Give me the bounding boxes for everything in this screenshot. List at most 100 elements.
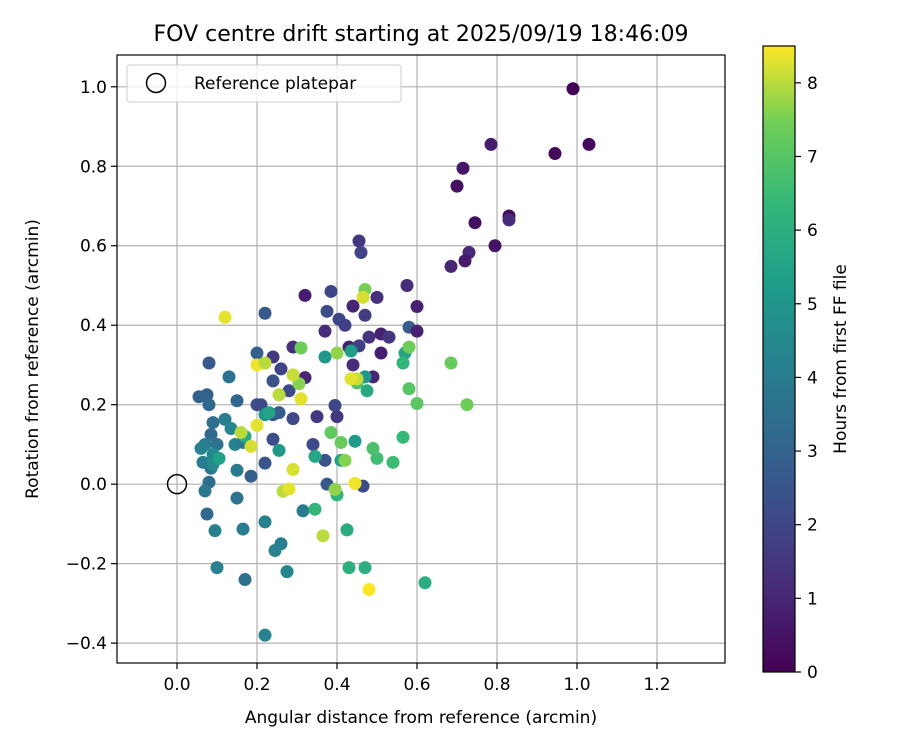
data-point xyxy=(210,561,224,575)
data-point xyxy=(212,451,226,465)
colorbar-tick-label: 8 xyxy=(807,74,818,94)
x-tick-label: 0.8 xyxy=(483,675,510,695)
data-point xyxy=(410,397,424,411)
data-point xyxy=(234,426,248,440)
legend-box xyxy=(126,64,402,103)
data-point xyxy=(356,290,370,304)
data-point xyxy=(316,529,330,543)
colorbar-label: Hours from first FF file xyxy=(831,264,851,454)
data-point xyxy=(334,435,348,449)
data-point xyxy=(382,330,396,344)
y-tick-label: 0.8 xyxy=(80,157,107,177)
colorbar xyxy=(762,45,796,673)
x-tick-label: 1.0 xyxy=(563,675,590,695)
data-point xyxy=(298,288,312,302)
x-tick-label: 0.2 xyxy=(243,675,270,695)
data-point xyxy=(238,573,252,587)
data-point xyxy=(310,410,324,424)
data-point xyxy=(396,430,410,444)
data-point xyxy=(358,308,372,322)
x-tick-label: 0.6 xyxy=(403,675,430,695)
data-point xyxy=(218,310,232,324)
data-point xyxy=(200,507,214,521)
data-point xyxy=(218,412,232,426)
data-point xyxy=(258,456,272,470)
data-point xyxy=(468,216,482,230)
data-point xyxy=(250,418,264,432)
colorbar-tick-label: 3 xyxy=(807,442,818,462)
data-point xyxy=(198,484,212,498)
colorbar-tick-label: 4 xyxy=(807,368,818,388)
data-point xyxy=(548,147,562,161)
data-point xyxy=(324,426,338,440)
data-point xyxy=(330,346,344,360)
data-point xyxy=(306,437,320,451)
chart-title: FOV centre drift starting at 2025/09/19 … xyxy=(154,22,689,47)
data-point xyxy=(236,522,250,536)
data-point xyxy=(402,340,416,354)
data-point xyxy=(258,356,272,370)
data-point xyxy=(204,428,218,442)
data-point xyxy=(338,453,352,467)
data-point xyxy=(272,443,286,457)
data-point xyxy=(268,544,282,558)
data-point xyxy=(340,523,354,537)
data-point xyxy=(418,576,432,590)
data-point xyxy=(460,398,474,412)
data-point xyxy=(458,254,472,268)
x-tick-label: 0.4 xyxy=(323,675,350,695)
data-point xyxy=(254,398,268,412)
data-point xyxy=(258,306,272,320)
data-point xyxy=(308,449,322,463)
data-point xyxy=(370,290,384,304)
data-point xyxy=(502,213,516,227)
data-point xyxy=(338,318,352,332)
data-point xyxy=(348,434,362,448)
data-point xyxy=(402,382,416,396)
data-point xyxy=(352,234,366,248)
data-point xyxy=(444,356,458,370)
data-point xyxy=(344,372,358,386)
data-point xyxy=(358,561,372,575)
x-tick-label: 0.0 xyxy=(163,675,190,695)
data-point xyxy=(346,358,360,372)
data-point xyxy=(366,441,380,455)
data-point xyxy=(282,482,296,496)
colorbar-ticks: 0 1 2 3 4 5 6 7 8 xyxy=(795,74,818,683)
data-point xyxy=(244,469,258,483)
data-point xyxy=(250,346,264,360)
data-point xyxy=(324,284,338,298)
data-point xyxy=(410,300,424,314)
colorbar-tick-label: 7 xyxy=(807,147,818,167)
data-point xyxy=(328,482,342,496)
data-point xyxy=(374,346,388,360)
data-point xyxy=(318,453,332,467)
colorbar-tick-label: 1 xyxy=(807,589,818,609)
data-point xyxy=(450,179,464,193)
data-point xyxy=(318,350,332,364)
data-point xyxy=(362,582,376,596)
data-point xyxy=(230,491,244,505)
data-point xyxy=(206,416,220,430)
y-tick-label: 0.6 xyxy=(80,237,107,257)
data-point xyxy=(370,451,384,465)
data-point xyxy=(400,278,414,292)
data-point xyxy=(258,515,272,529)
data-point xyxy=(386,455,400,469)
x-tick-label: 1.2 xyxy=(643,675,670,695)
data-point xyxy=(286,412,300,426)
data-point xyxy=(328,398,342,412)
data-point xyxy=(484,137,498,151)
x-axis-ticks: 0.0 0.2 0.4 0.6 0.8 1.0 1.2 xyxy=(163,663,671,695)
legend-marker-reference xyxy=(145,72,167,94)
y-tick-label: −0.2 xyxy=(66,555,107,575)
data-point xyxy=(354,246,368,260)
data-point xyxy=(222,370,236,384)
legend: Reference platepar xyxy=(126,64,402,103)
data-point xyxy=(208,524,222,538)
data-point xyxy=(230,394,244,408)
data-point xyxy=(346,299,360,313)
data-point xyxy=(192,390,206,404)
y-tick-label: 1.0 xyxy=(80,78,107,98)
